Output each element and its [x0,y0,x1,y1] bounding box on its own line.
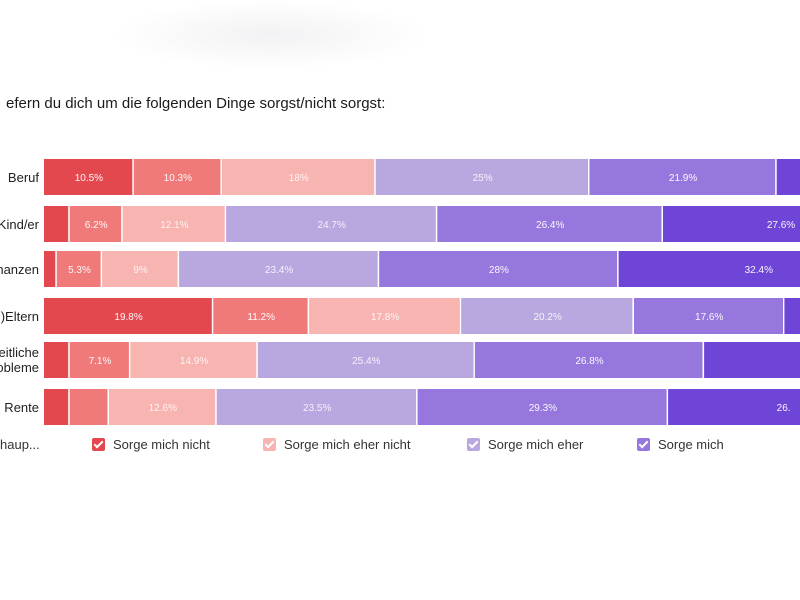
bar-segment-5-2 [69,342,129,378]
legend-truncated-label: haup... [0,437,40,452]
legend-label: Sorge mich eher [488,437,584,452]
bar-segment-4-2 [213,298,308,334]
bar-label-2-4: 24.7% [318,220,346,231]
bar-segment-2-5 [437,206,662,242]
bar-segment-3-2 [56,251,101,287]
bar-label-3-6: 32.4% [745,265,773,276]
bar-segment-4-4 [461,298,633,334]
bar-label-1-3: 18% [289,173,309,184]
bar-label-1-5: 21.9% [669,173,697,184]
legend-label: Sorge mich eher nicht [284,437,411,452]
category-label: nanzen [0,262,39,277]
legend-item[interactable]: Sorge mich eher nicht [263,437,410,452]
bar-segment-6-2 [69,389,108,425]
chart-title: efern du dich um die folgenden Dinge sor… [6,95,386,112]
bar-segment-6-3 [109,389,216,425]
bar-label-5-3: 14.9% [180,356,208,367]
bar-segment-6-6 [668,389,800,425]
bar-label-3-3: 9% [133,265,148,276]
category-label: eitliche obleme [0,345,39,375]
bar-segment-6-5 [417,389,667,425]
bar-label-2-5: 26.4% [536,220,564,231]
bar-segment-1-6 [776,159,800,195]
category-label: Beruf [8,170,39,185]
bar-segment-1-3 [221,159,375,195]
legend-item[interactable]: Sorge mich eher [467,437,583,452]
bar-label-4-3: 17.8% [371,312,399,323]
bar-segment-2-6 [663,206,800,242]
category-label-line: . Rente [0,399,39,415]
bar-label-6-5: 29.3% [529,403,557,414]
bar-segment-2-3 [122,206,225,242]
bar-segment-2-2 [69,206,122,242]
bar-label-3-5: 28% [489,265,509,276]
category-label-line: )Eltern [0,308,39,324]
legend-item[interactable]: Sorge mich nicht [92,437,210,452]
bar-label-4-2: 11.2% [247,312,275,323]
bar-segment-5-3 [130,342,257,378]
bar-segment-5-5 [474,342,703,378]
bar-segment-4-6 [784,298,800,334]
bar-segment-3-1 [44,251,56,287]
bar-segment-3-3 [102,251,178,287]
bar-label-5-2: 7.1% [89,356,112,367]
bar-label-2-3: 12.1% [160,220,188,231]
bar-segment-1-1 [44,159,133,195]
bar-label-2-6: 27.6% [767,220,795,231]
checkbox-icon[interactable] [467,438,480,451]
bar-label-6-3: 12.6% [149,403,177,414]
bar-label-1-2: 10.3% [164,173,192,184]
bar-label-5-4: 25.4% [352,356,380,367]
bar-segment-5-4 [257,342,474,378]
bar-label-1-1: 10.5% [75,173,103,184]
category-label: . Rente [0,400,39,415]
checkbox-icon[interactable] [637,438,650,451]
category-label-line: Kind/er [0,216,39,232]
bar-label-5-5: 26.8% [575,356,603,367]
legend-label: Sorge mich [658,437,724,452]
bar-segment-1-5 [589,159,776,195]
bar-label-3-4: 23.4% [265,265,293,276]
legend-label: Sorge mich nicht [113,437,210,452]
bar-segment-2-4 [226,206,436,242]
bar-label-6-6: 26. [777,403,791,414]
bar-segment-4-5 [634,298,783,334]
bar-segment-6-1 [44,389,69,425]
bar-label-3-2: 5.3% [68,265,91,276]
bar-segment-3-6 [618,251,800,287]
bar-label-4-4: 20.2% [533,312,561,323]
bar-segment-3-4 [179,251,378,287]
bar-segment-6-4 [216,389,417,425]
bar-segment-5-6 [704,342,800,378]
category-label-line: eitliche [0,345,39,360]
bar-segment-3-5 [379,251,618,287]
category-label: )Eltern [1,309,39,324]
checkbox-icon[interactable] [263,438,276,451]
header-glow [110,0,430,70]
category-label-line: Beruf [7,169,39,185]
bar-label-4-5: 17.6% [695,312,723,323]
bar-segment-1-2 [133,159,221,195]
bar-segment-5-1 [44,342,69,378]
category-label-line: obleme [0,360,39,375]
bar-label-1-4: 25% [473,173,493,184]
bar-label-2-2: 6.2% [85,220,108,231]
bar-segment-1-4 [375,159,588,195]
bar-segment-4-3 [309,298,460,334]
category-label-line: nanzen [0,261,39,277]
category-label: Kind/er [0,217,39,232]
bar-segment-4-1 [44,298,212,334]
bar-label-6-4: 23.5% [303,403,331,414]
checkbox-icon[interactable] [92,438,105,451]
bar-label-4-1: 19.8% [114,312,142,323]
bar-segment-2-1 [44,206,69,242]
legend-item[interactable]: Sorge mich [637,437,724,452]
